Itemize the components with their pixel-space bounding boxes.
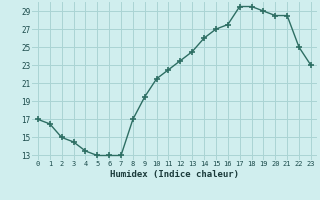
X-axis label: Humidex (Indice chaleur): Humidex (Indice chaleur) <box>110 170 239 179</box>
